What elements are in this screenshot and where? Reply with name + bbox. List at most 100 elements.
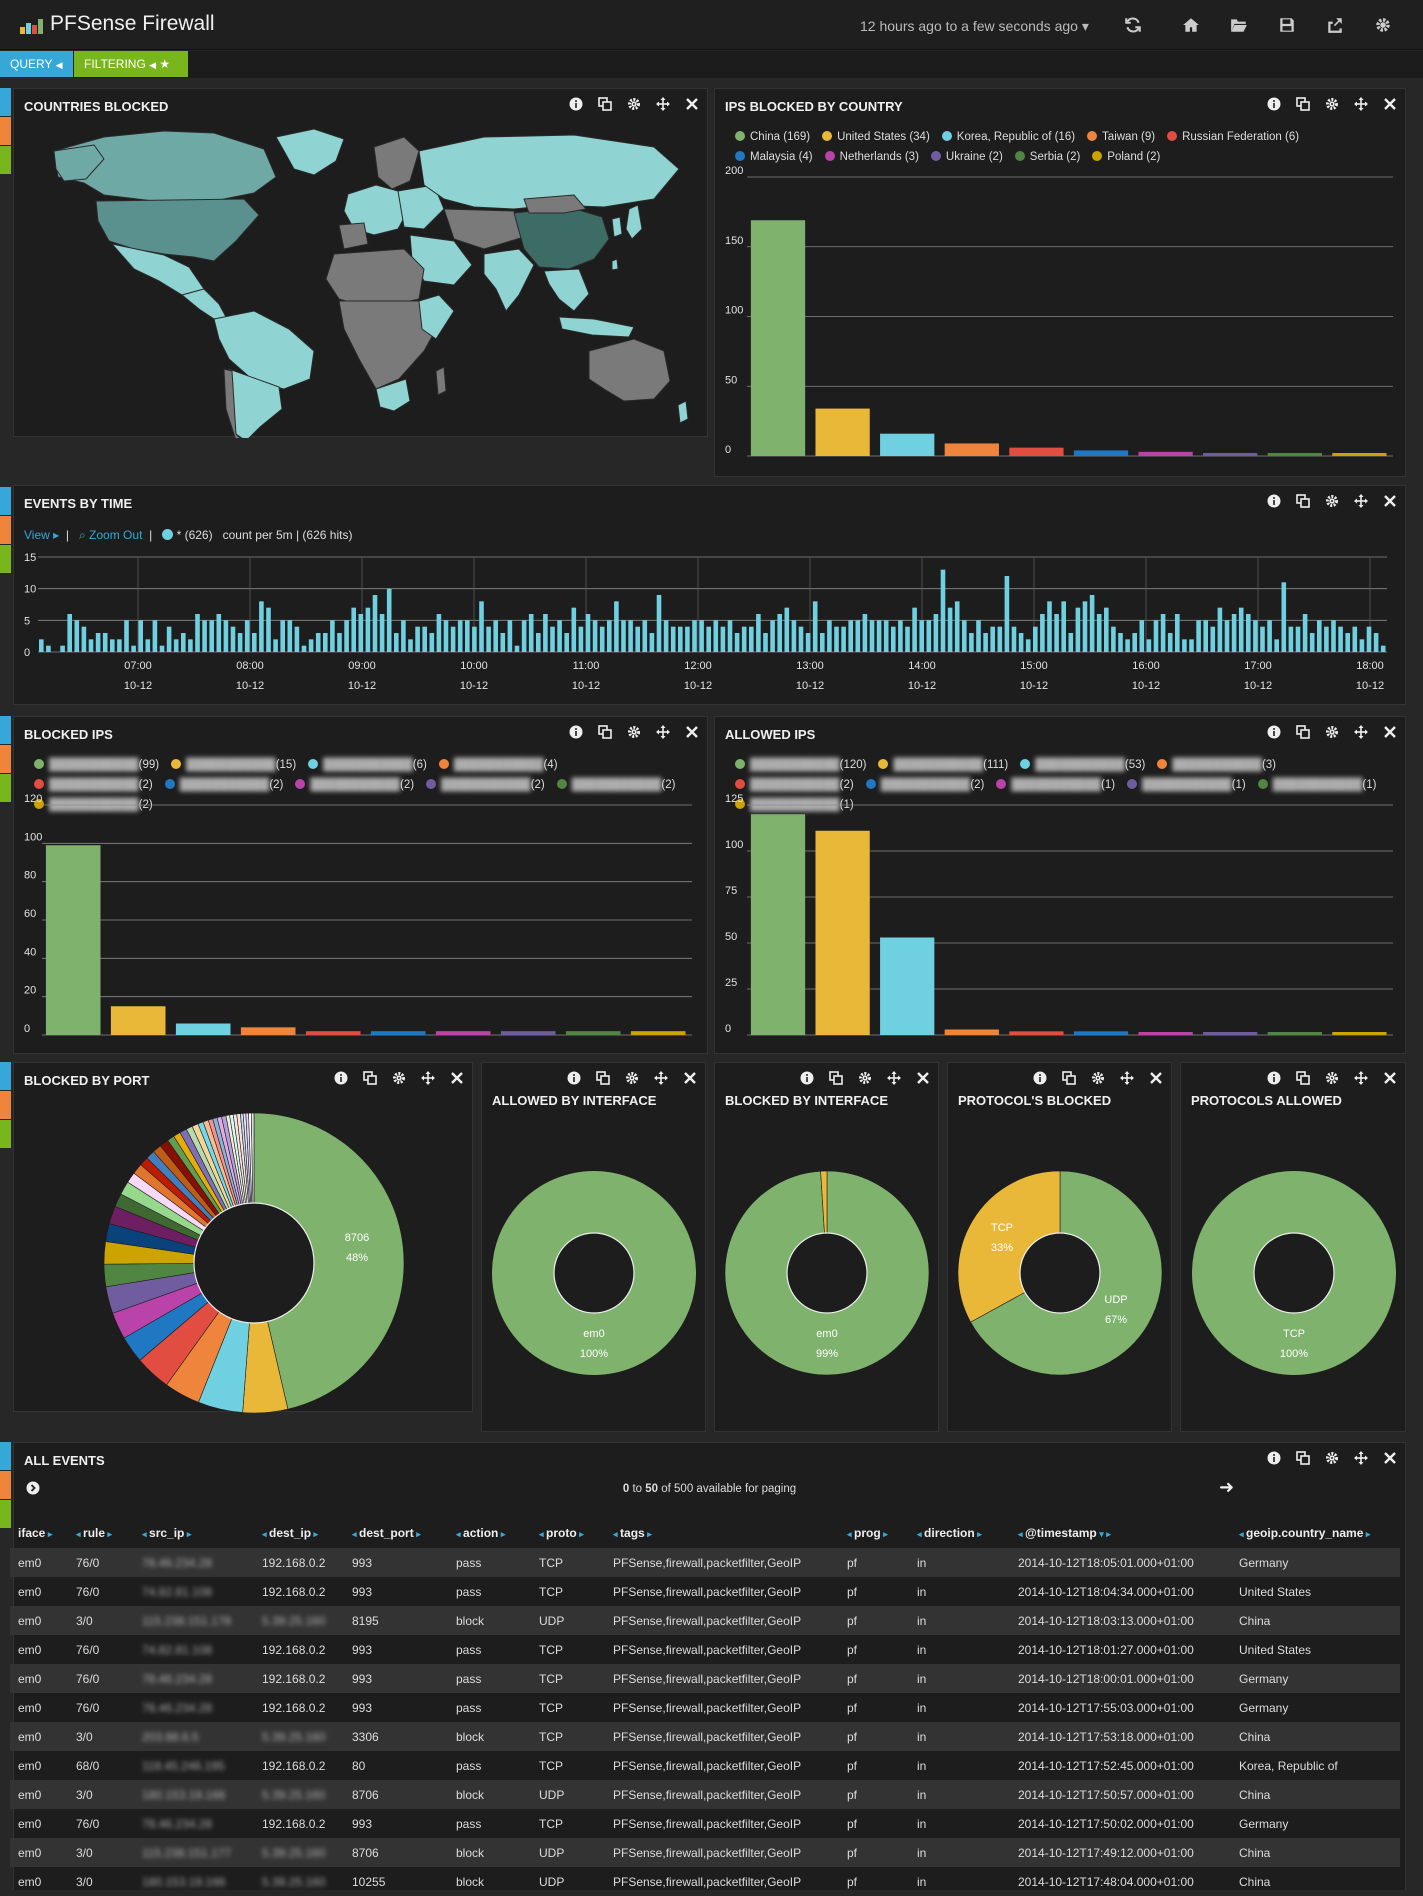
legend-item[interactable]: United States (34)	[822, 127, 930, 147]
move-column-left-icon[interactable]: ◂	[262, 1529, 270, 1539]
gear-icon[interactable]	[1325, 97, 1339, 111]
sort-caret-icon[interactable]: ▸	[184, 1529, 192, 1539]
move-column-left-icon[interactable]: ◂	[456, 1529, 464, 1539]
view-dropdown[interactable]: View ▸	[24, 528, 60, 542]
table-row[interactable]: em0 76/0 74.82.81.108 192.168.0.2 993 pass TCP…	[10, 1635, 1400, 1664]
map-region-russia[interactable]	[418, 134, 680, 210]
duplicate-icon[interactable]	[1296, 1451, 1310, 1465]
gear-icon[interactable]	[625, 1071, 639, 1085]
legend-item[interactable]: ███████████(2)	[295, 775, 414, 795]
move-column-left-icon[interactable]: ◂	[352, 1529, 360, 1539]
filtering-pill[interactable]: FILTERING ◀ ★	[74, 51, 188, 77]
close-icon[interactable]	[1383, 725, 1397, 739]
table-row[interactable]: em0 76/0 74.82.81.108 192.168.0.2 993 pass TCP…	[10, 1577, 1400, 1606]
row-collapse-tab[interactable]	[0, 487, 11, 515]
refresh-icon[interactable]	[1124, 16, 1142, 34]
duplicate-icon[interactable]	[1296, 1071, 1310, 1085]
map-region-india[interactable]	[483, 248, 535, 312]
legend-item[interactable]: ███████████(6)	[308, 755, 427, 775]
move-icon[interactable]	[887, 1071, 901, 1085]
close-icon[interactable]	[1383, 494, 1397, 508]
legend-item[interactable]: Russian Federation (6)	[1167, 127, 1299, 147]
table-row[interactable]: em0 68/0 118.45.246.195 192.168.0.2 80 pass TC…	[10, 1751, 1400, 1780]
move-column-left-icon[interactable]: ◂	[1239, 1529, 1247, 1539]
info-icon[interactable]	[1267, 494, 1281, 508]
gear-icon[interactable]	[1325, 1451, 1339, 1465]
duplicate-icon[interactable]	[363, 1071, 377, 1085]
duplicate-icon[interactable]	[1296, 97, 1310, 111]
legend-item[interactable]: ███████████(1)	[996, 775, 1115, 795]
row-add-panel-tab[interactable]	[0, 1500, 11, 1528]
move-icon[interactable]	[1120, 1071, 1134, 1085]
column-header-dest-port[interactable]: ◂ dest_port ▸	[344, 1518, 448, 1548]
row-add-panel-tab[interactable]	[0, 545, 11, 573]
column-header-prog[interactable]: ◂ prog ▸	[839, 1518, 909, 1548]
legend-item[interactable]: Malaysia (4)	[735, 147, 813, 167]
duplicate-icon[interactable]	[598, 97, 612, 111]
row-add-panel-tab[interactable]	[0, 1120, 11, 1148]
row-add-panel-tab[interactable]	[0, 774, 11, 802]
legend-item[interactable]: ███████████(1)	[1127, 775, 1246, 795]
map-region-australia[interactable]	[588, 338, 671, 402]
duplicate-icon[interactable]	[1062, 1071, 1076, 1085]
info-icon[interactable]	[1267, 1451, 1281, 1465]
sort-caret-icon[interactable]: ▸	[105, 1529, 113, 1539]
move-column-left-icon[interactable]: ◂	[539, 1529, 547, 1539]
row-add-panel-tab[interactable]	[0, 146, 11, 174]
sort-caret-icon[interactable]: ▸	[644, 1529, 652, 1539]
map-region-canada[interactable]	[53, 130, 277, 202]
next-page-arrow-icon[interactable]: ➜	[1219, 1477, 1235, 1497]
map-region-western-europe[interactable]	[343, 184, 411, 236]
legend-item[interactable]: ███████████(111)	[878, 755, 1008, 775]
map-region-alaska[interactable]	[53, 144, 105, 182]
move-icon[interactable]	[1354, 1071, 1368, 1085]
legend-item[interactable]: Serbia (2)	[1014, 147, 1080, 167]
legend-item[interactable]: China (169)	[735, 127, 810, 147]
table-row[interactable]: em0 3/0 180.153.19.166 5.39.25.160 8706 block…	[10, 1780, 1400, 1809]
map-region-new-zealand[interactable]	[677, 400, 689, 424]
map-region-east-africa[interactable]	[418, 294, 455, 340]
legend-item[interactable]: ███████████(120)	[735, 755, 866, 775]
gear-icon[interactable]	[1325, 494, 1339, 508]
table-row[interactable]: em0 76/0 78.46.234.28 192.168.0.2 993 pass TCP…	[10, 1809, 1400, 1838]
gear-icon[interactable]	[627, 97, 641, 111]
row-collapse-tab[interactable]	[0, 88, 11, 116]
row-settings-tab[interactable]	[0, 1471, 11, 1499]
move-icon[interactable]	[656, 725, 670, 739]
info-icon[interactable]	[1267, 725, 1281, 739]
map-region-usa[interactable]	[95, 198, 260, 262]
move-column-left-icon[interactable]: ◂	[847, 1529, 855, 1539]
map-region-north-africa[interactable]	[325, 248, 425, 310]
close-icon[interactable]	[916, 1071, 930, 1085]
duplicate-icon[interactable]	[598, 725, 612, 739]
gear-icon[interactable]	[858, 1071, 872, 1085]
legend-item[interactable]: Poland (2)	[1092, 147, 1160, 167]
map-region-indonesia[interactable]	[558, 316, 635, 338]
column-header-src-ip[interactable]: ◂ src_ip ▸	[134, 1518, 254, 1548]
map-region-central-asia[interactable]	[443, 208, 525, 250]
map-region-southeast-asia[interactable]	[543, 268, 590, 312]
legend-item[interactable]: ███████████(99)	[34, 755, 159, 775]
legend-item[interactable]: ███████████(4)	[438, 755, 558, 775]
map-region-madagascar[interactable]	[435, 366, 447, 396]
legend-item[interactable]: ███████████(3)	[1157, 755, 1276, 775]
close-icon[interactable]	[683, 1071, 697, 1085]
map-region-taiwan[interactable]	[611, 258, 619, 271]
duplicate-icon[interactable]	[1296, 725, 1310, 739]
sort-caret-icon[interactable]: ▾ ▸	[1096, 1529, 1111, 1539]
map-region-iberia[interactable]	[338, 222, 369, 250]
sort-caret-icon[interactable]: ▸	[45, 1529, 53, 1539]
legend-item[interactable]: ███████████(2)	[164, 775, 283, 795]
close-icon[interactable]	[1383, 1071, 1397, 1085]
map-region-japan[interactable]	[625, 204, 643, 240]
sort-caret-icon[interactable]: ▸	[413, 1529, 421, 1539]
settings-gear-icon[interactable]	[1374, 16, 1392, 34]
column-header--timestamp[interactable]: ◂ @timestamp ▾ ▸	[1010, 1518, 1231, 1548]
legend-item[interactable]: ███████████(2)	[556, 775, 675, 795]
sort-caret-icon[interactable]: ▸	[880, 1529, 888, 1539]
close-icon[interactable]	[685, 97, 699, 111]
duplicate-icon[interactable]	[1296, 494, 1310, 508]
map-region-south-africa[interactable]	[375, 378, 411, 412]
legend-item[interactable]: ███████████(2)	[426, 775, 545, 795]
gear-icon[interactable]	[1091, 1071, 1105, 1085]
